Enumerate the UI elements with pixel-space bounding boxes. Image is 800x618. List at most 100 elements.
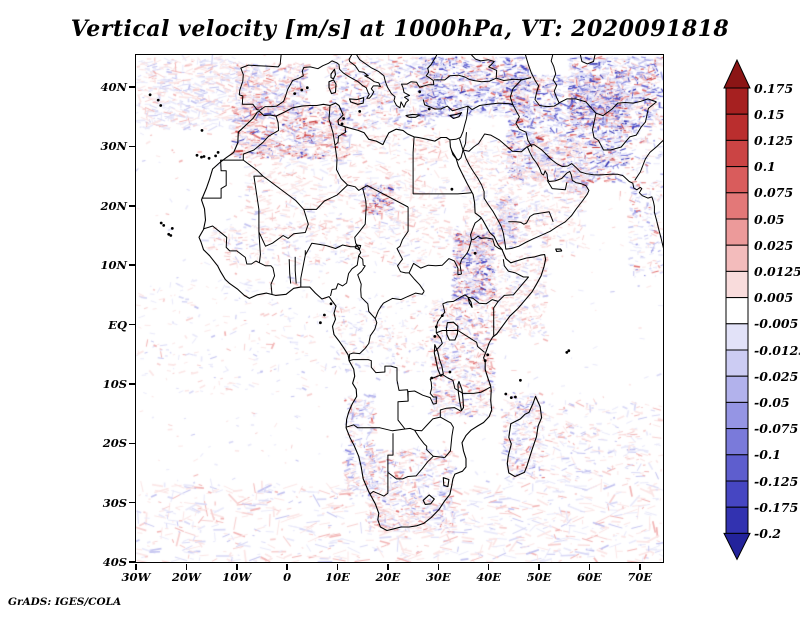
- y-tick-label: 30S: [102, 495, 127, 510]
- island-dot: [448, 370, 451, 373]
- map-outlines: [148, 54, 663, 531]
- island-dot: [148, 92, 151, 96]
- island-dot: [566, 348, 570, 352]
- map-line: [412, 191, 472, 194]
- colorbar-segment: [725, 297, 749, 325]
- colorbar-arrow-down: [723, 532, 751, 561]
- map-line: [396, 206, 425, 292]
- colorbar-arrow-up: [723, 58, 751, 89]
- y-tick: [129, 501, 135, 504]
- coastline: [327, 78, 337, 94]
- island-dot: [318, 320, 322, 324]
- map-line: [546, 179, 567, 190]
- island-dot: [199, 155, 203, 158]
- island-dot: [450, 187, 453, 191]
- map-line: [413, 429, 434, 457]
- map-line: [450, 143, 663, 250]
- island-dot: [417, 89, 421, 93]
- island-dot: [195, 153, 198, 157]
- colorbar-label: -0.175: [754, 499, 799, 515]
- colorbar-segment: [725, 401, 749, 430]
- map-line: [509, 76, 531, 105]
- island-dot: [503, 392, 507, 395]
- island-dot: [200, 128, 203, 132]
- coastline: [456, 380, 464, 411]
- y-tick: [129, 323, 135, 326]
- x-tick-label: 20W: [171, 570, 201, 584]
- island-dot: [156, 98, 160, 101]
- island-dot: [292, 91, 296, 95]
- x-tick: [135, 563, 137, 570]
- x-tick: [185, 563, 188, 570]
- island-dot: [434, 325, 438, 328]
- island-dot: [305, 85, 309, 89]
- colorbar-segment: [725, 454, 749, 482]
- colorbar-segment: [725, 375, 749, 403]
- island-dot: [440, 313, 444, 317]
- colorbar-segment: [725, 428, 749, 456]
- map-line: [202, 225, 260, 264]
- map-line: [495, 76, 531, 81]
- map-line: [368, 432, 393, 497]
- island-dot: [202, 154, 205, 158]
- colorbar: [723, 58, 751, 561]
- y-tick-label: 10N: [100, 258, 127, 273]
- island-dot: [483, 358, 487, 362]
- island-dot: [159, 221, 163, 224]
- map-line: [435, 293, 498, 353]
- map-line: [257, 208, 309, 247]
- colorbar-segment: [725, 166, 749, 194]
- y-tick: [129, 561, 135, 563]
- x-tick: [387, 563, 389, 570]
- map-line: [304, 242, 358, 255]
- y-tick: [129, 86, 135, 88]
- y-tick-label: 40S: [102, 555, 127, 569]
- map-line: [591, 101, 657, 150]
- map-plot-area: [134, 53, 664, 563]
- colorbar-segment: [725, 506, 749, 534]
- coastline: [442, 476, 449, 487]
- island-dot: [473, 251, 476, 255]
- map-line: [412, 136, 415, 194]
- x-tick: [336, 563, 339, 570]
- island-dot: [166, 232, 170, 236]
- colorbar-label: 0.025: [754, 237, 794, 253]
- coastline: [197, 102, 546, 531]
- island-dot: [340, 122, 343, 125]
- map-line: [334, 144, 408, 207]
- island-dot: [170, 226, 174, 230]
- colorbar-label: -0.0125: [754, 342, 800, 358]
- grads-attribution: GrADS: IGES/COLA: [8, 596, 122, 608]
- map-line: [329, 246, 361, 296]
- map-line: [507, 210, 554, 225]
- plot-title: Vertical velocity [m/s] at 1000hPa, VT: …: [70, 16, 730, 42]
- colorbar-label: 0.05: [754, 211, 785, 227]
- colorbar-label: 0.1: [754, 159, 776, 175]
- coastline: [466, 296, 473, 308]
- shading-canvas: [135, 54, 663, 562]
- coastline: [329, 68, 336, 79]
- island-dot: [513, 395, 517, 398]
- coastline: [506, 395, 542, 477]
- map-line: [433, 54, 497, 82]
- map-line: [557, 97, 596, 114]
- map-line: [294, 256, 297, 284]
- map-line: [492, 258, 529, 336]
- map-line: [434, 332, 443, 352]
- x-tick-label: 10E: [325, 570, 350, 584]
- map-line: [462, 131, 467, 150]
- y-tick: [129, 145, 135, 148]
- x-tick-label: 10W: [222, 570, 252, 584]
- colorbar-label: 0.0125: [754, 263, 800, 279]
- colorbar-label: -0.2: [754, 525, 781, 541]
- colorbar-label: 0.005: [754, 290, 794, 306]
- x-tick-label: 50E: [526, 570, 552, 584]
- map-line: [328, 104, 335, 145]
- map-line: [201, 159, 243, 199]
- map-line: [595, 97, 657, 116]
- coastline: [348, 96, 364, 105]
- island-dot: [518, 378, 522, 382]
- map-line: [459, 235, 503, 274]
- map-line: [242, 159, 304, 210]
